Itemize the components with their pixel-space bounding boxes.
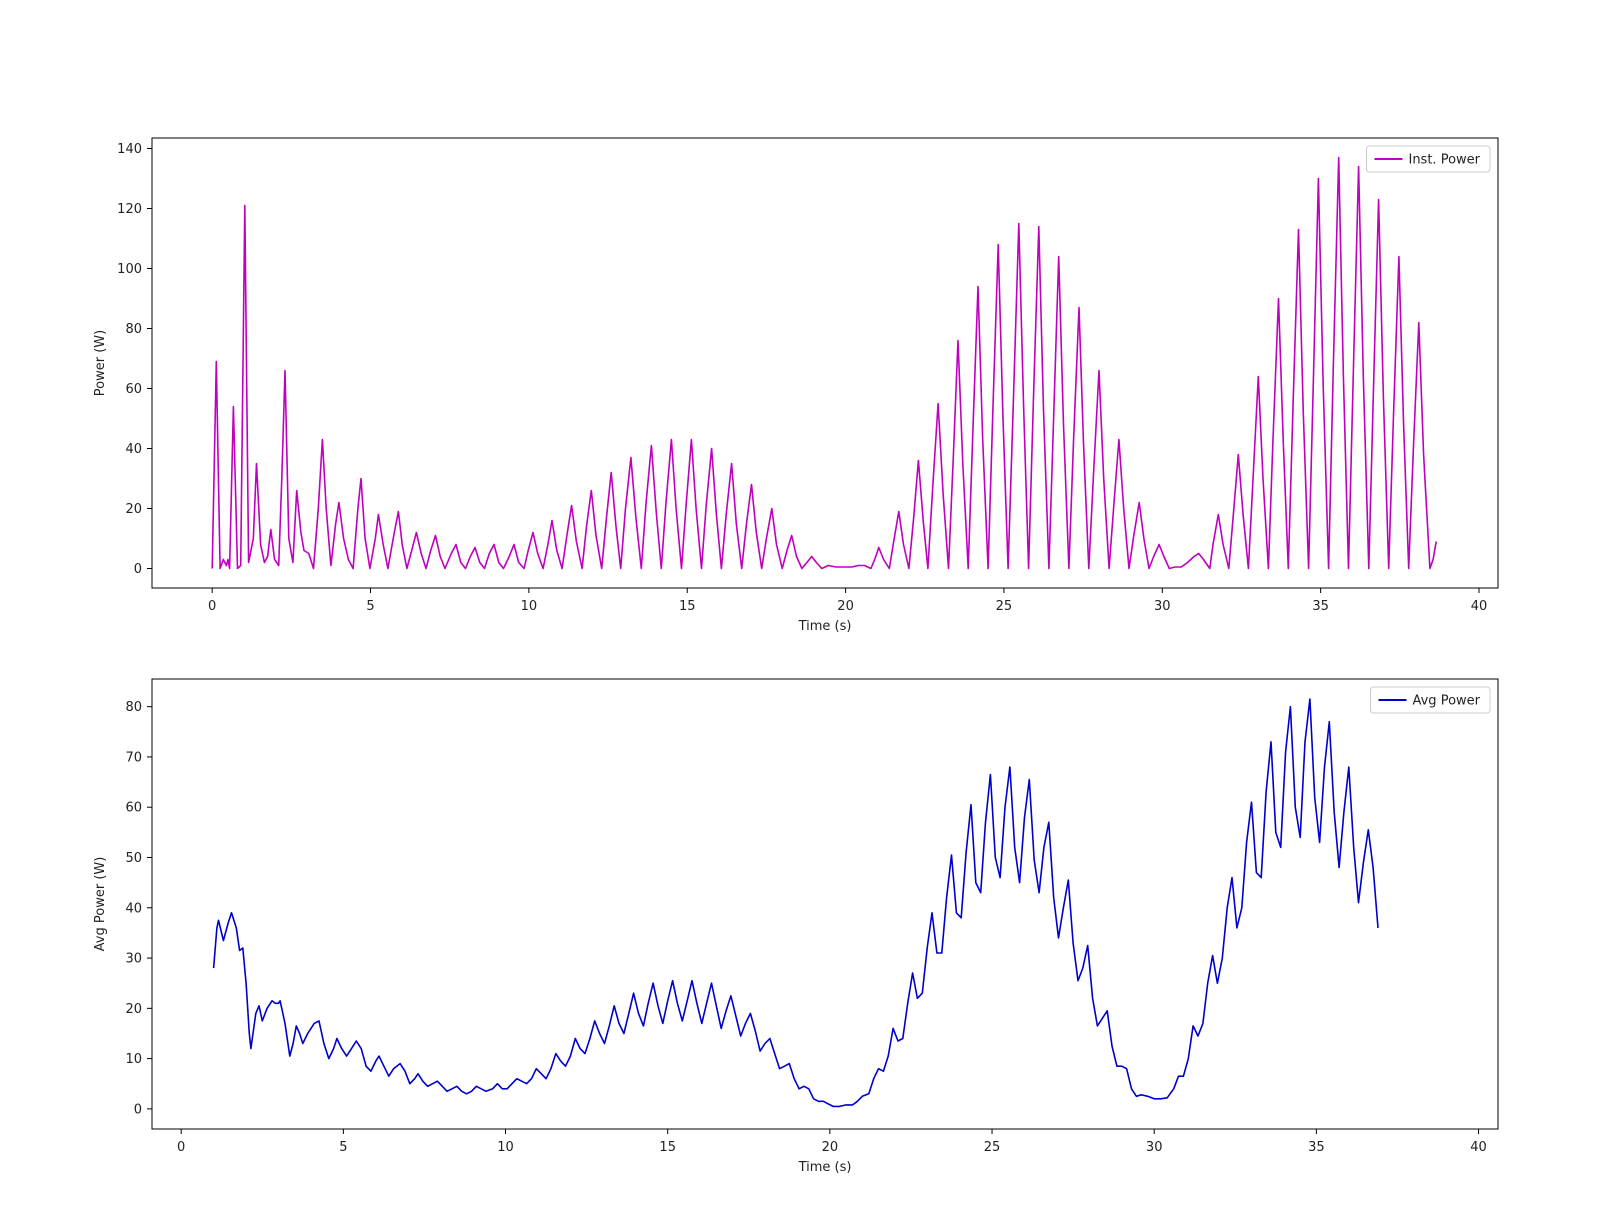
x-tick-label: 40 xyxy=(1471,599,1488,614)
x-tick-label: 10 xyxy=(521,599,538,614)
y-tick-label: 50 xyxy=(125,851,142,866)
y-axis-label: Avg Power (W) xyxy=(93,857,108,952)
legend: Inst. Power xyxy=(1365,145,1491,173)
y-tick-label: 0 xyxy=(134,1102,142,1117)
avg-power-line xyxy=(212,698,1379,1108)
x-tick-label: 5 xyxy=(339,1140,347,1155)
x-tick-label: 20 xyxy=(837,599,854,614)
y-tick-label: 80 xyxy=(125,322,142,337)
y-tick-label: 80 xyxy=(125,700,142,715)
legend-box xyxy=(1369,686,1491,714)
inst-power-line xyxy=(211,156,1437,570)
plot-frame xyxy=(151,137,1499,589)
x-tick-label: 0 xyxy=(208,599,216,614)
y-axis-label: Power (W) xyxy=(93,330,108,396)
x-tick-label: 0 xyxy=(177,1140,185,1155)
x-tick-label: 5 xyxy=(366,599,374,614)
y-tick-label: 30 xyxy=(125,952,142,967)
y-tick-label: 40 xyxy=(125,901,142,916)
legend-label: Inst. Power xyxy=(1408,153,1480,168)
plot-frame xyxy=(151,678,1499,1130)
avg-power-subplot: 0 5 10 15 20 25 30 35 40 0 10 20 30 40 50 60 70 80 Time (… xyxy=(93,678,1499,1175)
x-tick-label: 35 xyxy=(1308,1140,1325,1155)
x-tick-label: 10 xyxy=(497,1140,514,1155)
legend: Avg Power xyxy=(1369,686,1491,714)
y-tick-label: 120 xyxy=(117,202,142,217)
x-tick-label: 30 xyxy=(1146,1140,1163,1155)
power-subplot: 0 5 10 15 20 25 30 35 40 0 20 40 60 80 100 120 140 Time … xyxy=(93,137,1499,634)
y-tick-label: 20 xyxy=(125,1002,142,1017)
y-tick-label: 40 xyxy=(125,442,142,457)
x-tick-label: 40 xyxy=(1470,1140,1487,1155)
x-tick-label: 20 xyxy=(822,1140,839,1155)
x-tick-label: 25 xyxy=(996,599,1013,614)
tick-group: 0 5 10 15 20 25 30 35 40 0 20 40 60 80 100 120 140 xyxy=(117,142,1487,614)
x-tick-label: 30 xyxy=(1154,599,1171,614)
x-tick-label: 25 xyxy=(984,1140,1001,1155)
y-tick-label: 10 xyxy=(125,1052,142,1067)
y-tick-label: 0 xyxy=(134,562,142,577)
x-axis-label: Time (s) xyxy=(798,1160,852,1175)
y-tick-label: 140 xyxy=(117,142,142,157)
y-tick-label: 60 xyxy=(125,382,142,397)
y-tick-label: 100 xyxy=(117,262,142,277)
x-tick-label: 35 xyxy=(1312,599,1329,614)
x-tick-label: 15 xyxy=(679,599,696,614)
legend-label: Avg Power xyxy=(1412,694,1480,709)
y-tick-label: 20 xyxy=(125,502,142,517)
y-tick-label: 60 xyxy=(125,801,142,816)
y-tick-label: 70 xyxy=(125,750,142,765)
legend-box xyxy=(1365,145,1491,173)
tick-group: 0 5 10 15 20 25 30 35 40 0 10 20 30 40 50 60 70 80 xyxy=(125,700,1486,1155)
x-tick-label: 15 xyxy=(659,1140,676,1155)
x-axis-label: Time (s) xyxy=(798,619,852,634)
